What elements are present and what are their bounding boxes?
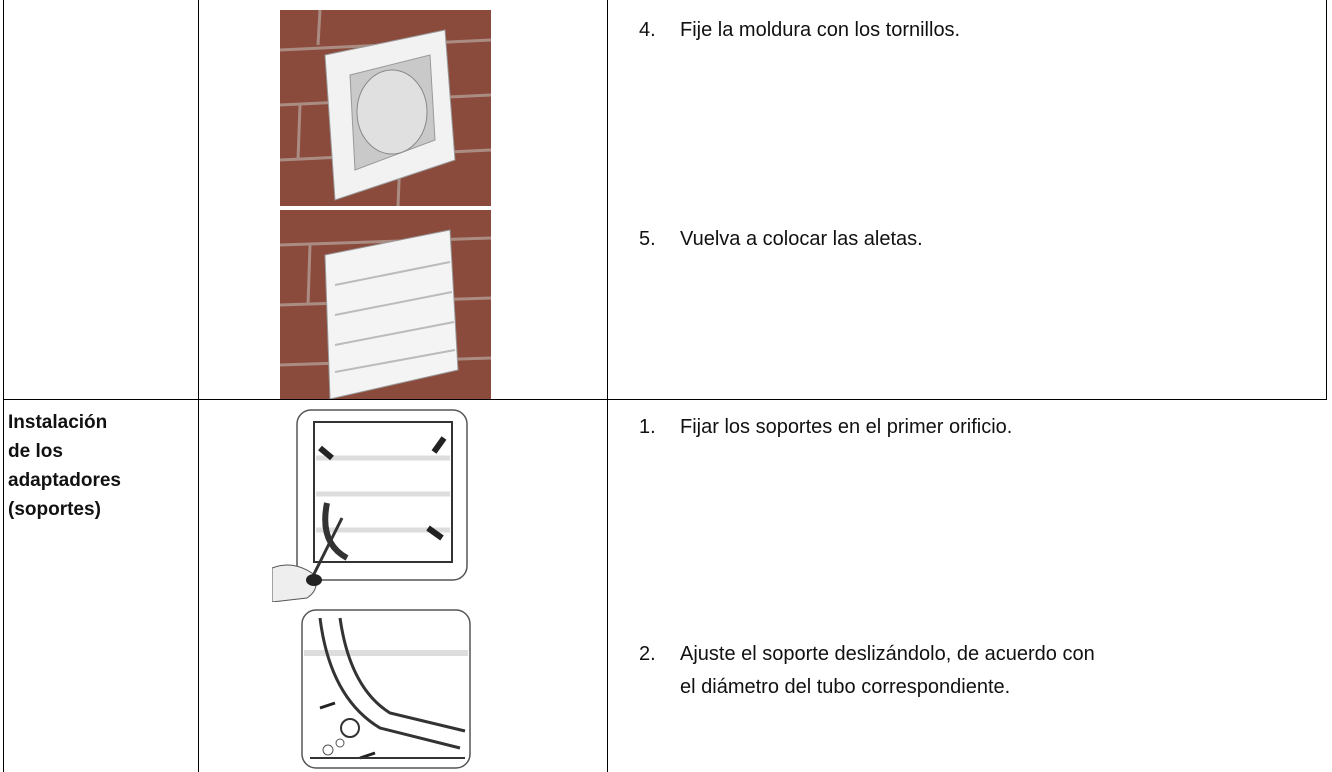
border: [3, 0, 4, 772]
step-text: Ajuste el soporte deslizándolo, de acuer…: [680, 643, 1095, 698]
step-text: Fije la moldura con los tornillos.: [680, 19, 961, 41]
row-label: Instalación de los adaptadores (soportes…: [8, 412, 121, 520]
step-number: 1.: [639, 416, 656, 438]
border: [198, 0, 199, 772]
border: [607, 0, 608, 772]
step-number: 2.: [639, 643, 656, 665]
adjust-image: [301, 609, 471, 769]
step-text: Fijar los soportes en el primer orificio…: [680, 416, 1013, 438]
louvre-image: [280, 210, 491, 399]
border: [3, 399, 1327, 400]
step-number: 5.: [639, 228, 656, 250]
step-number: 4.: [639, 19, 656, 41]
border: [1326, 0, 1327, 400]
bracket-image: [272, 409, 468, 602]
frame-image: [280, 10, 491, 206]
step-text: Vuelva a colocar las aletas.: [680, 228, 923, 250]
